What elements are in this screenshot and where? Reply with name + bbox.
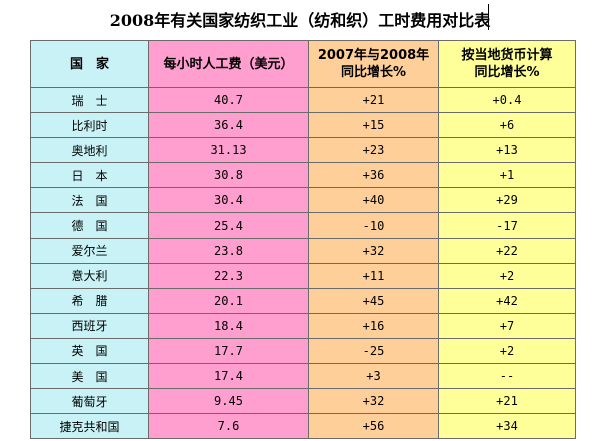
header-hourly-cost: 每小时人工费（美元） [148,40,309,88]
header-local-growth: 按当地货币计算 同比增长% [438,40,576,88]
cell-country: 美 国 [30,363,149,390]
cell-country: 瑞 士 [30,86,149,114]
table-row: 瑞 士 40.7 +21 +0.4 [30,86,576,114]
cell-local-growth: +42 [438,287,576,314]
cell-yoy-growth: +16 [308,312,439,339]
cell-local-growth: +13 [438,137,576,164]
cell-country: 比利时 [30,112,149,139]
cell-yoy-growth: +11 [308,262,439,289]
cell-local-growth: +2 [438,337,576,365]
cell-yoy-growth: +45 [308,287,439,314]
cell-yoy-growth: -25 [308,337,439,365]
cell-yoy-growth: +15 [308,112,439,139]
cell-hourly-cost: 7.6 [148,413,309,440]
table-row: 奥地利 31.13 +23 +13 [30,137,576,164]
cell-local-growth: +29 [438,187,576,214]
table-row: 比利时 36.4 +15 +6 [30,112,576,139]
labor-cost-table: 国 家 每小时人工费（美元） 2007年与2008年 同比增长% 按当地货币计算… [30,40,576,440]
table-row: 西班牙 18.4 +16 +7 [30,312,576,339]
cell-hourly-cost: 31.13 [148,137,309,164]
cell-local-growth: +7 [438,312,576,339]
table-row: 德 国 25.4 -10 -17 [30,212,576,239]
table-row: 葡萄牙 9.45 +32 +21 [30,388,576,415]
header-local-line2: 同比增长% [474,65,540,80]
cell-yoy-growth: +56 [308,413,439,440]
cell-yoy-growth: +21 [308,86,439,114]
cell-local-growth: -- [438,363,576,390]
cell-hourly-cost: 17.4 [148,363,309,390]
cell-local-growth: +34 [438,413,576,440]
cell-yoy-growth: +36 [308,162,439,189]
table-row: 意大利 22.3 +11 +2 [30,262,576,289]
cell-country: 捷克共和国 [30,413,149,440]
cell-local-growth: +21 [438,388,576,415]
table-row: 希 腊 20.1 +45 +42 [30,287,576,314]
cell-hourly-cost: 36.4 [148,112,309,139]
cell-country: 德 国 [30,212,149,239]
header-yoy-line1: 2007年与2008年 [317,48,430,63]
cell-yoy-growth: +40 [308,187,439,214]
cell-hourly-cost: 17.7 [148,337,309,365]
cell-local-growth: -17 [438,212,576,239]
cell-country: 葡萄牙 [30,388,149,415]
table-row: 捷克共和国 7.6 +56 +34 [30,413,576,440]
cell-yoy-growth: +3 [308,363,439,390]
table-row: 英 国 17.7 -25 +2 [30,337,576,365]
cell-country: 法 国 [30,187,149,214]
text-cursor [488,4,489,30]
cell-country: 英 国 [30,337,149,365]
cell-hourly-cost: 22.3 [148,262,309,289]
cell-country: 西班牙 [30,312,149,339]
cell-local-growth: +6 [438,112,576,139]
cell-local-growth: +1 [438,162,576,189]
cell-hourly-cost: 23.8 [148,237,309,264]
table-title: 2008年有关国家纺织工业（纺和织）工时费用对比表 [109,11,491,30]
header-country: 国 家 [30,40,149,88]
table-row: 日 本 30.8 +36 +1 [30,162,576,189]
table-header-row: 国 家 每小时人工费（美元） 2007年与2008年 同比增长% 按当地货币计算… [30,40,576,88]
cell-country: 奥地利 [30,137,149,164]
cell-country: 爱尔兰 [30,237,149,264]
cell-country: 日 本 [30,162,149,189]
cell-local-growth: +22 [438,237,576,264]
cell-hourly-cost: 25.4 [148,212,309,239]
cell-country: 意大利 [30,262,149,289]
cell-local-growth: +0.4 [438,86,576,114]
cell-hourly-cost: 40.7 [148,86,309,114]
cell-yoy-growth: +32 [308,388,439,415]
cell-hourly-cost: 18.4 [148,312,309,339]
header-yoy-growth: 2007年与2008年 同比增长% [308,40,439,88]
header-local-line1: 按当地货币计算 [461,48,553,63]
cell-hourly-cost: 30.4 [148,187,309,214]
cell-hourly-cost: 30.8 [148,162,309,189]
table-row: 爱尔兰 23.8 +32 +22 [30,237,576,264]
cell-yoy-growth: +23 [308,137,439,164]
cell-country: 希 腊 [30,287,149,314]
header-yoy-line2: 同比增长% [340,65,407,80]
cell-hourly-cost: 20.1 [148,287,309,314]
cell-local-growth: +2 [438,262,576,289]
cell-yoy-growth: +32 [308,237,439,264]
table-row: 美 国 17.4 +3 -- [30,363,576,390]
cell-hourly-cost: 9.45 [148,388,309,415]
cell-yoy-growth: -10 [308,212,439,239]
table-row: 法 国 30.4 +40 +29 [30,187,576,214]
